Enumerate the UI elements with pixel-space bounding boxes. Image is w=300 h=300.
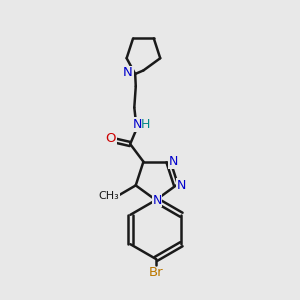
Text: Br: Br	[148, 266, 163, 279]
Text: N: N	[133, 118, 142, 131]
Text: N: N	[123, 66, 133, 79]
Text: H: H	[141, 118, 150, 131]
Text: CH₃: CH₃	[98, 191, 119, 201]
Text: N: N	[169, 155, 178, 168]
Text: O: O	[106, 132, 116, 145]
Text: N: N	[152, 194, 162, 207]
Text: N: N	[177, 179, 186, 192]
